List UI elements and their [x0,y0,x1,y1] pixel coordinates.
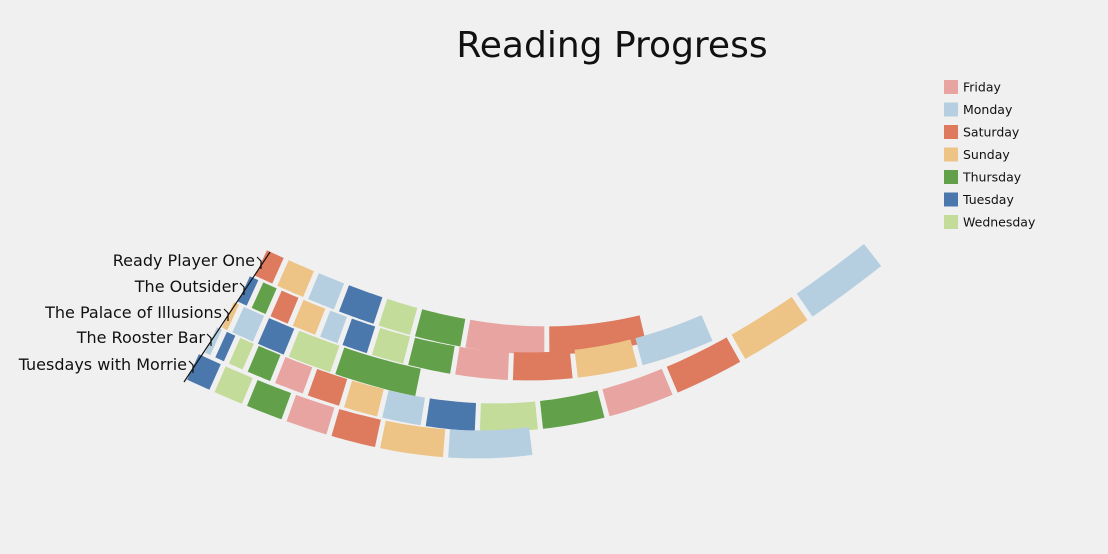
ribbon-segment-saturday [512,350,573,381]
ribbon-segment-monday [448,427,533,459]
ribbon-layer [187,244,882,459]
book-label: The Outsider [134,277,239,296]
label-axis-line [183,251,271,383]
ribbon-segment-sunday [574,339,638,378]
ribbon-segment-monday [308,273,345,310]
ribbon-segment-wednesday [479,401,538,432]
ribbon-segment-thursday [335,347,421,397]
book-label-layer: Ready Player One The Outsider The Palace o… [18,251,271,383]
legend-swatch-wednesday [944,215,958,229]
book-label: Tuesdays with Morrie [18,355,187,374]
ribbon-segment-thursday [415,309,466,347]
ribbon-segment-sunday [731,296,808,359]
ribbon-segment-saturday [307,369,348,406]
ribbon-segment-sunday [222,302,239,331]
label-tick [206,333,212,346]
legend-label-friday: Friday [963,80,1001,95]
ribbon-segment-wednesday [371,328,411,364]
ribbon-segment-monday [320,310,347,344]
ribbon-segment-wednesday [214,366,253,404]
legend-label-wednesday: Wednesday [963,215,1036,230]
ribbon-segment-thursday [251,282,277,315]
legend-label-monday: Monday [963,102,1013,117]
ribbon-segment-wednesday [378,298,418,335]
ribbon-segment-monday [635,315,713,366]
legend-label-thursday: Thursday [962,170,1022,185]
ribbon-segment-sunday [292,299,326,335]
book-label: The Palace of Illusions [44,303,222,322]
ribbon-segment-thursday [247,380,292,420]
ribbon-segment-tuesday [187,354,221,390]
ribbon-segment-wednesday [288,330,340,373]
book-label: Ready Player One [113,251,255,270]
ribbon-segment-thursday [408,337,455,374]
ribbon-segment-sunday [380,420,446,458]
ribbon-segment-saturday [666,337,741,393]
ribbon-segment-monday [205,327,222,356]
legend-swatch-friday [944,80,958,94]
ribbon-segment-friday [602,368,673,417]
label-tick [188,360,194,373]
chart-title: Reading Progress [456,25,767,66]
ribbon-segment-thursday [247,345,281,381]
ribbon-segment-wednesday [228,337,254,370]
ribbon-segment-sunday [277,260,314,297]
ribbon-segment-monday [382,390,425,426]
legend-swatch-thursday [944,170,958,184]
ribbon-segment-tuesday [257,318,295,355]
ribbon-segment-friday [286,394,335,435]
ribbon-segment-thursday [540,390,605,429]
ribbon-segment-tuesday [339,285,383,324]
legend-swatch-sunday [944,147,958,162]
book-label: The Rooster Bar [76,328,206,347]
legend-swatch-monday [944,102,958,117]
ribbon-segment-monday [232,306,265,342]
label-tick [223,308,229,321]
legend-label-saturday: Saturday [963,125,1020,140]
ribbon-segment-tuesday [342,318,376,354]
ribbon-segment-saturday [331,409,381,447]
ribbon-segment-friday [455,346,509,380]
legend-label-sunday: Sunday [963,147,1010,162]
ribbon-segment-tuesday [425,398,476,431]
ribbon-segment-tuesday [238,276,259,306]
ribbon-segment-sunday [344,380,384,417]
ribbon-segment-friday [465,319,545,355]
ribbon-segment-saturday [255,250,284,284]
legend-swatch-tuesday [944,192,958,207]
ribbon-segment-tuesday [215,331,236,362]
legend: Friday Monday Saturday Sunday Thursday Tuesda… [944,80,1036,230]
ribbon-segment-monday [796,244,882,317]
ribbon-segment-friday [275,357,313,394]
legend-swatch-saturday [944,125,958,139]
legend-label-tuesday: Tuesday [962,192,1014,207]
ribbon-segment-saturday [270,290,299,324]
